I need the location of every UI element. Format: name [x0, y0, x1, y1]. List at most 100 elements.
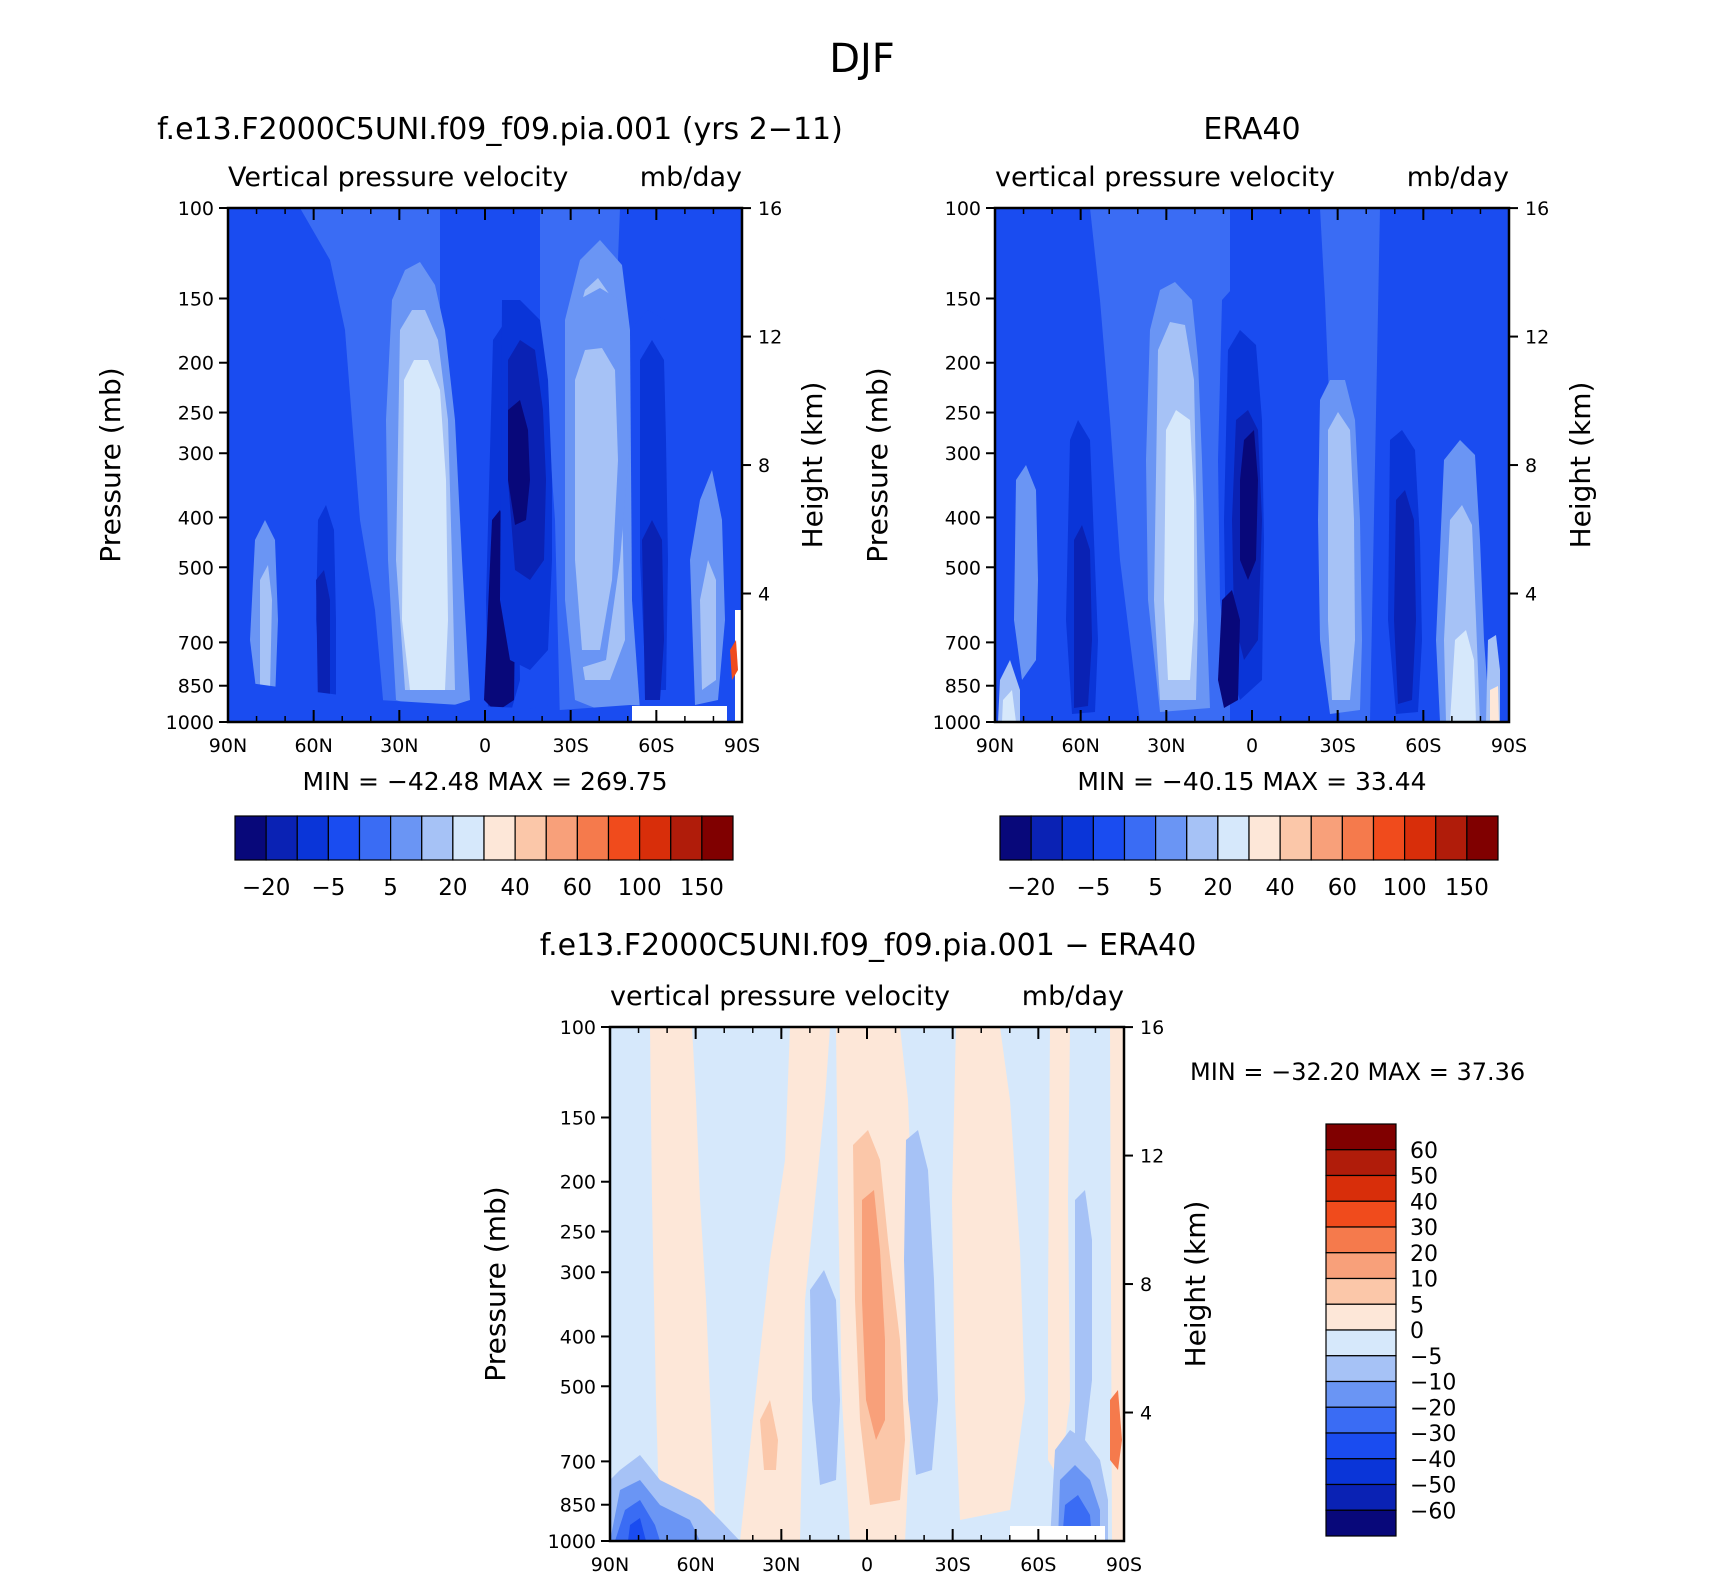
diff-colorbar-label: −30	[1410, 1422, 1456, 1447]
obs-x-tick-label: 0	[1246, 735, 1258, 757]
diff-colorbar-box	[1325, 1149, 1397, 1177]
obs-colorbar-box	[1310, 815, 1343, 861]
diff-colorbar-label: 10	[1410, 1268, 1438, 1293]
model-colorbar-label: 150	[680, 875, 724, 901]
obs-colorbar-box	[1372, 815, 1406, 861]
model-colorbar-label: 60	[563, 875, 592, 901]
model-colorbar-box	[421, 815, 454, 861]
panel-model-subtitle-left: Vertical pressure velocity	[228, 162, 568, 193]
diff-colorbar-label: 40	[1410, 1190, 1438, 1215]
diff-x-tick-label: 30N	[762, 1554, 800, 1576]
model-colorbar-box	[701, 815, 734, 861]
model-y-tick-label: 250	[178, 403, 214, 425]
model-colorbar-box	[576, 815, 610, 861]
diff-y-tick-label: 150	[560, 1108, 596, 1130]
diff-y-tick-label: 250	[560, 1222, 596, 1244]
model-y2-tick-label: 12	[758, 327, 782, 349]
diff-y2-tick-label: 4	[1140, 1403, 1152, 1425]
model-colorbar-box	[390, 815, 423, 861]
diff-y-tick-label: 700	[560, 1451, 596, 1473]
obs-y-tick-label: 300	[945, 443, 981, 465]
obs-x-tick-label: 90N	[976, 735, 1014, 757]
panel-model-field	[228, 208, 742, 722]
diff-colorbar-label: 50	[1410, 1165, 1438, 1190]
panel-obs-field	[995, 208, 1509, 722]
diff-y-tick-label: 850	[560, 1495, 596, 1517]
diff-colorbar-label: 20	[1410, 1242, 1438, 1267]
obs-colorbar-box	[1217, 815, 1250, 861]
model-y-tick-label: 400	[178, 507, 214, 529]
obs-x-tick-label: 30N	[1147, 735, 1185, 757]
diff-x-tick-label: 0	[861, 1554, 873, 1576]
obs-x-tick-label: 30S	[1320, 735, 1356, 757]
diff-colorbar-label: 30	[1410, 1216, 1438, 1241]
diff-x-tick-label: 90S	[1106, 1554, 1142, 1576]
diff-y2-tick-label: 16	[1140, 1017, 1164, 1039]
model-colorbar-box	[234, 815, 267, 861]
model-y-tick-label: 200	[178, 353, 214, 375]
obs-y2-tick-label: 12	[1525, 327, 1549, 349]
panel-obs: ERA40 vertical pressure velocity mb/day	[861, 112, 1597, 757]
diff-colorbar-box	[1325, 1509, 1397, 1537]
diff-colorbar-label: −60	[1410, 1499, 1456, 1524]
model-colorbar-label: −5	[311, 875, 345, 901]
diff-y-tick-label: 100	[560, 1017, 596, 1039]
diff-colorbar-box	[1325, 1406, 1397, 1434]
obs-colorbar-box	[999, 815, 1032, 861]
panel-obs-title: ERA40	[1203, 112, 1300, 147]
model-y2-tick-label: 8	[758, 455, 770, 477]
model-colorbar-box	[483, 815, 516, 861]
diff-colorbar-label: −10	[1410, 1371, 1456, 1396]
obs-colorbar-label: 20	[1203, 875, 1232, 901]
diff-colorbar-label: 5	[1410, 1293, 1424, 1318]
obs-colorbar-label: 100	[1383, 875, 1427, 901]
obs-y-tick-label: 500	[945, 557, 981, 579]
panel-diff-field	[610, 1027, 1124, 1541]
model-y2-axis-title: Height (km)	[796, 382, 829, 549]
obs-colorbar-label: −20	[1007, 875, 1056, 901]
diff-colorbar-box	[1325, 1432, 1397, 1460]
obs-colorbar-box	[1061, 815, 1094, 861]
model-y2-tick-label: 16	[758, 198, 782, 220]
obs-colorbar-label: 150	[1445, 875, 1489, 901]
diff-colorbar-box	[1325, 1303, 1397, 1331]
diff-colorbar-label: −5	[1410, 1345, 1442, 1370]
model-x-tick-label: 30N	[380, 735, 418, 757]
obs-colorbar-box	[1341, 815, 1375, 861]
model-colorbar-box	[670, 815, 703, 861]
panel-model-stats: MIN = −42.48 MAX = 269.75	[302, 767, 667, 796]
obs-colorbar-box	[1466, 815, 1499, 861]
panel-model: f.e13.F2000C5UNI.f09_f09.pia.001 (yrs 2−…	[94, 112, 843, 757]
panel-obs-stats: MIN = −40.15 MAX = 33.44	[1077, 767, 1426, 796]
obs-y2-tick-label: 16	[1525, 198, 1549, 220]
model-colorbar-box	[265, 815, 298, 861]
panel-diff-subtitle-right: mb/day	[1022, 981, 1124, 1012]
obs-colorbar-box	[1435, 815, 1468, 861]
model-colorbar-box	[452, 815, 485, 861]
diff-y-tick-label: 1000	[548, 1531, 596, 1553]
panel-obs-subtitle-left: vertical pressure velocity	[995, 162, 1335, 193]
diff-colorbar-box	[1325, 1329, 1397, 1357]
diff-colorbar-label: 0	[1410, 1319, 1424, 1344]
obs-x-tick-label: 90S	[1491, 735, 1527, 757]
obs-colorbar-box	[1404, 815, 1437, 861]
panel-obs-subtitle-right: mb/day	[1407, 162, 1509, 193]
diff-colorbar-box	[1325, 1123, 1397, 1151]
obs-colorbar-box	[1279, 815, 1312, 861]
model-colorbar-box	[514, 815, 547, 861]
obs-colorbar-box	[1030, 815, 1063, 861]
diff-colorbar-label: −40	[1410, 1448, 1456, 1473]
model-x-tick-label: 60S	[638, 735, 674, 757]
diff-y-tick-label: 200	[560, 1172, 596, 1194]
diff-x-tick-label: 30S	[935, 1554, 971, 1576]
model-colorbar-box	[545, 815, 578, 861]
model-colorbar-label: 5	[383, 875, 398, 901]
obs-y-tick-label: 700	[945, 632, 981, 654]
diff-colorbar-box	[1325, 1483, 1397, 1511]
model-colorbar-label: 100	[618, 875, 662, 901]
diff-y-tick-label: 300	[560, 1262, 596, 1284]
colorbar-obs: −20 −5 5 20 40 60 100 150	[999, 815, 1499, 901]
model-colorbar-label: 40	[500, 875, 529, 901]
diff-x-tick-label: 60N	[676, 1554, 714, 1576]
